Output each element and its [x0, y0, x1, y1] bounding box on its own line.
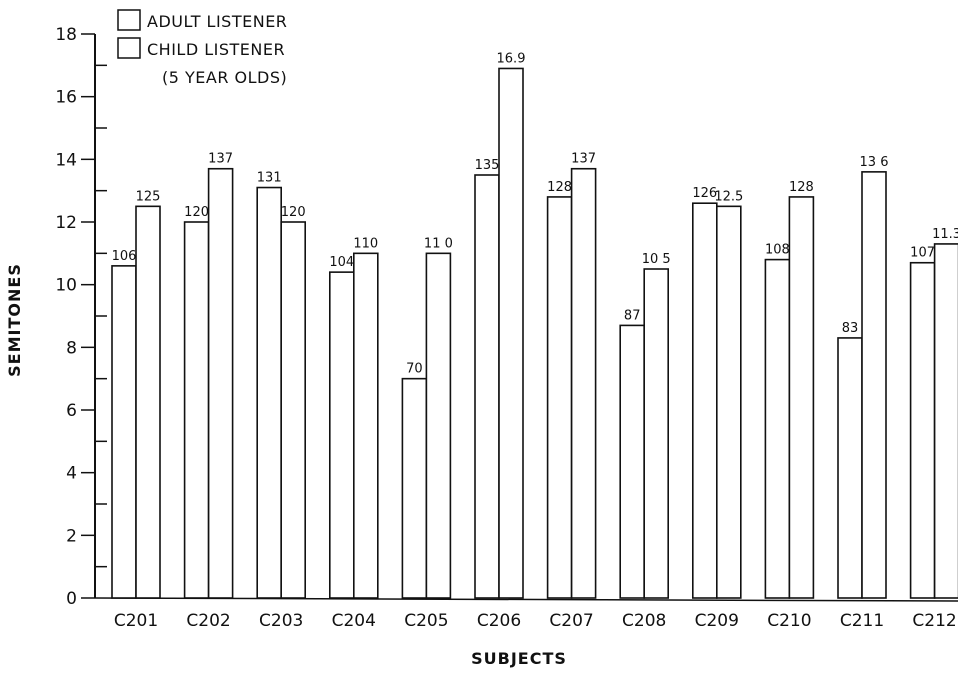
x-category-label: C205 — [404, 611, 448, 631]
child-bar-data-label: 110 — [353, 236, 378, 251]
x-category-label: C208 — [622, 611, 666, 631]
legend-swatch-child — [117, 37, 141, 59]
child-bar-data-label: 10 5 — [642, 252, 671, 267]
adult-bar — [111, 265, 137, 599]
x-category-label: C210 — [767, 611, 811, 631]
x-axis-baseline — [94, 597, 958, 602]
plot-area: 0 2 4 6 8 10 12 14 16 18 106 125 C201 120 137 C202 131 12… — [55, 25, 958, 631]
legend-label-adult: ADULT LISTENER — [147, 12, 287, 31]
x-category-label: C211 — [840, 611, 884, 631]
child-bar-data-label: 12.5 — [714, 189, 743, 204]
adult-bar-data-label: 135 — [475, 158, 500, 173]
x-category-label: C202 — [186, 611, 230, 631]
child-bar-data-label: 125 — [136, 189, 161, 204]
adult-bar — [691, 202, 718, 599]
adult-bar — [764, 258, 791, 599]
child-bar — [498, 67, 524, 599]
adult-bar — [619, 324, 646, 599]
y-tick-label: 10 — [55, 276, 77, 296]
y-tick-label: 16 — [55, 88, 77, 108]
y-tick-label: 18 — [55, 25, 77, 45]
child-bar-data-label: 128 — [789, 180, 814, 195]
child-bar — [933, 243, 958, 599]
child-bar — [135, 205, 161, 599]
child-bar — [788, 196, 815, 599]
y-tick-label: 2 — [66, 526, 77, 546]
x-category-label: C204 — [332, 611, 376, 631]
legend: ADULT LISTENER CHILD LISTENER (5 YEAR OL… — [117, 9, 287, 87]
adult-bar — [909, 261, 936, 599]
adult-bar-data-label: 131 — [257, 171, 282, 186]
child-bar — [280, 221, 307, 599]
child-bar — [861, 171, 887, 599]
child-bar — [570, 167, 597, 599]
child-bar-data-label: 13 6 — [860, 155, 889, 170]
y-tick-label: 14 — [55, 150, 77, 170]
adult-bar-data-label: 70 — [406, 362, 423, 377]
child-bar-data-label: 11 0 — [424, 236, 453, 251]
x-category-label: C207 — [549, 611, 593, 631]
adult-bar-data-label: 83 — [842, 321, 859, 336]
x-category-label: C203 — [259, 611, 303, 631]
adult-bar — [474, 174, 500, 599]
child-bar-data-label: 120 — [281, 205, 306, 220]
legend-swatch-adult — [117, 9, 141, 31]
adult-bar-data-label: 106 — [112, 249, 137, 264]
adult-bar — [546, 196, 573, 599]
child-bar — [715, 205, 742, 599]
y-axis-title: SEMITONES — [5, 263, 24, 377]
child-bar-data-label: 137 — [571, 152, 596, 167]
adult-bar-data-label: 128 — [547, 180, 572, 195]
y-tick-label: 4 — [66, 464, 77, 484]
child-bar — [352, 252, 379, 599]
child-bar — [425, 252, 452, 599]
adult-bar — [183, 221, 210, 599]
adult-bar-data-label: 108 — [765, 243, 790, 258]
adult-bar — [256, 186, 283, 599]
legend-label-child-line2: (5 YEAR OLDS) — [162, 68, 287, 87]
child-bar-data-label: 137 — [208, 152, 233, 167]
y-tick-label: 12 — [55, 213, 77, 233]
adult-bar — [837, 337, 863, 599]
y-tick-label: 0 — [66, 589, 77, 609]
child-bar — [207, 167, 234, 599]
adult-bar-data-label: 120 — [184, 205, 209, 220]
x-category-label: C209 — [695, 611, 739, 631]
x-category-label: C201 — [114, 611, 158, 631]
x-category-label: C212 — [912, 611, 956, 631]
adult-bar-data-label: 104 — [329, 255, 354, 270]
child-bar-data-label: 16.9 — [497, 51, 526, 66]
adult-bar-data-label: 87 — [624, 308, 641, 323]
child-bar — [643, 268, 670, 599]
adult-bar — [401, 377, 428, 599]
child-bar-data-label: 11.3 — [932, 227, 958, 242]
adult-bar-data-label: 126 — [692, 186, 717, 201]
legend-label-child: CHILD LISTENER — [147, 40, 285, 59]
y-tick-label: 6 — [66, 401, 77, 421]
adult-bar — [328, 271, 355, 599]
adult-bar-data-label: 107 — [910, 246, 935, 261]
x-category-label: C206 — [477, 611, 521, 631]
x-axis-title: SUBJECTS — [471, 649, 567, 668]
y-tick-label: 8 — [66, 338, 77, 358]
